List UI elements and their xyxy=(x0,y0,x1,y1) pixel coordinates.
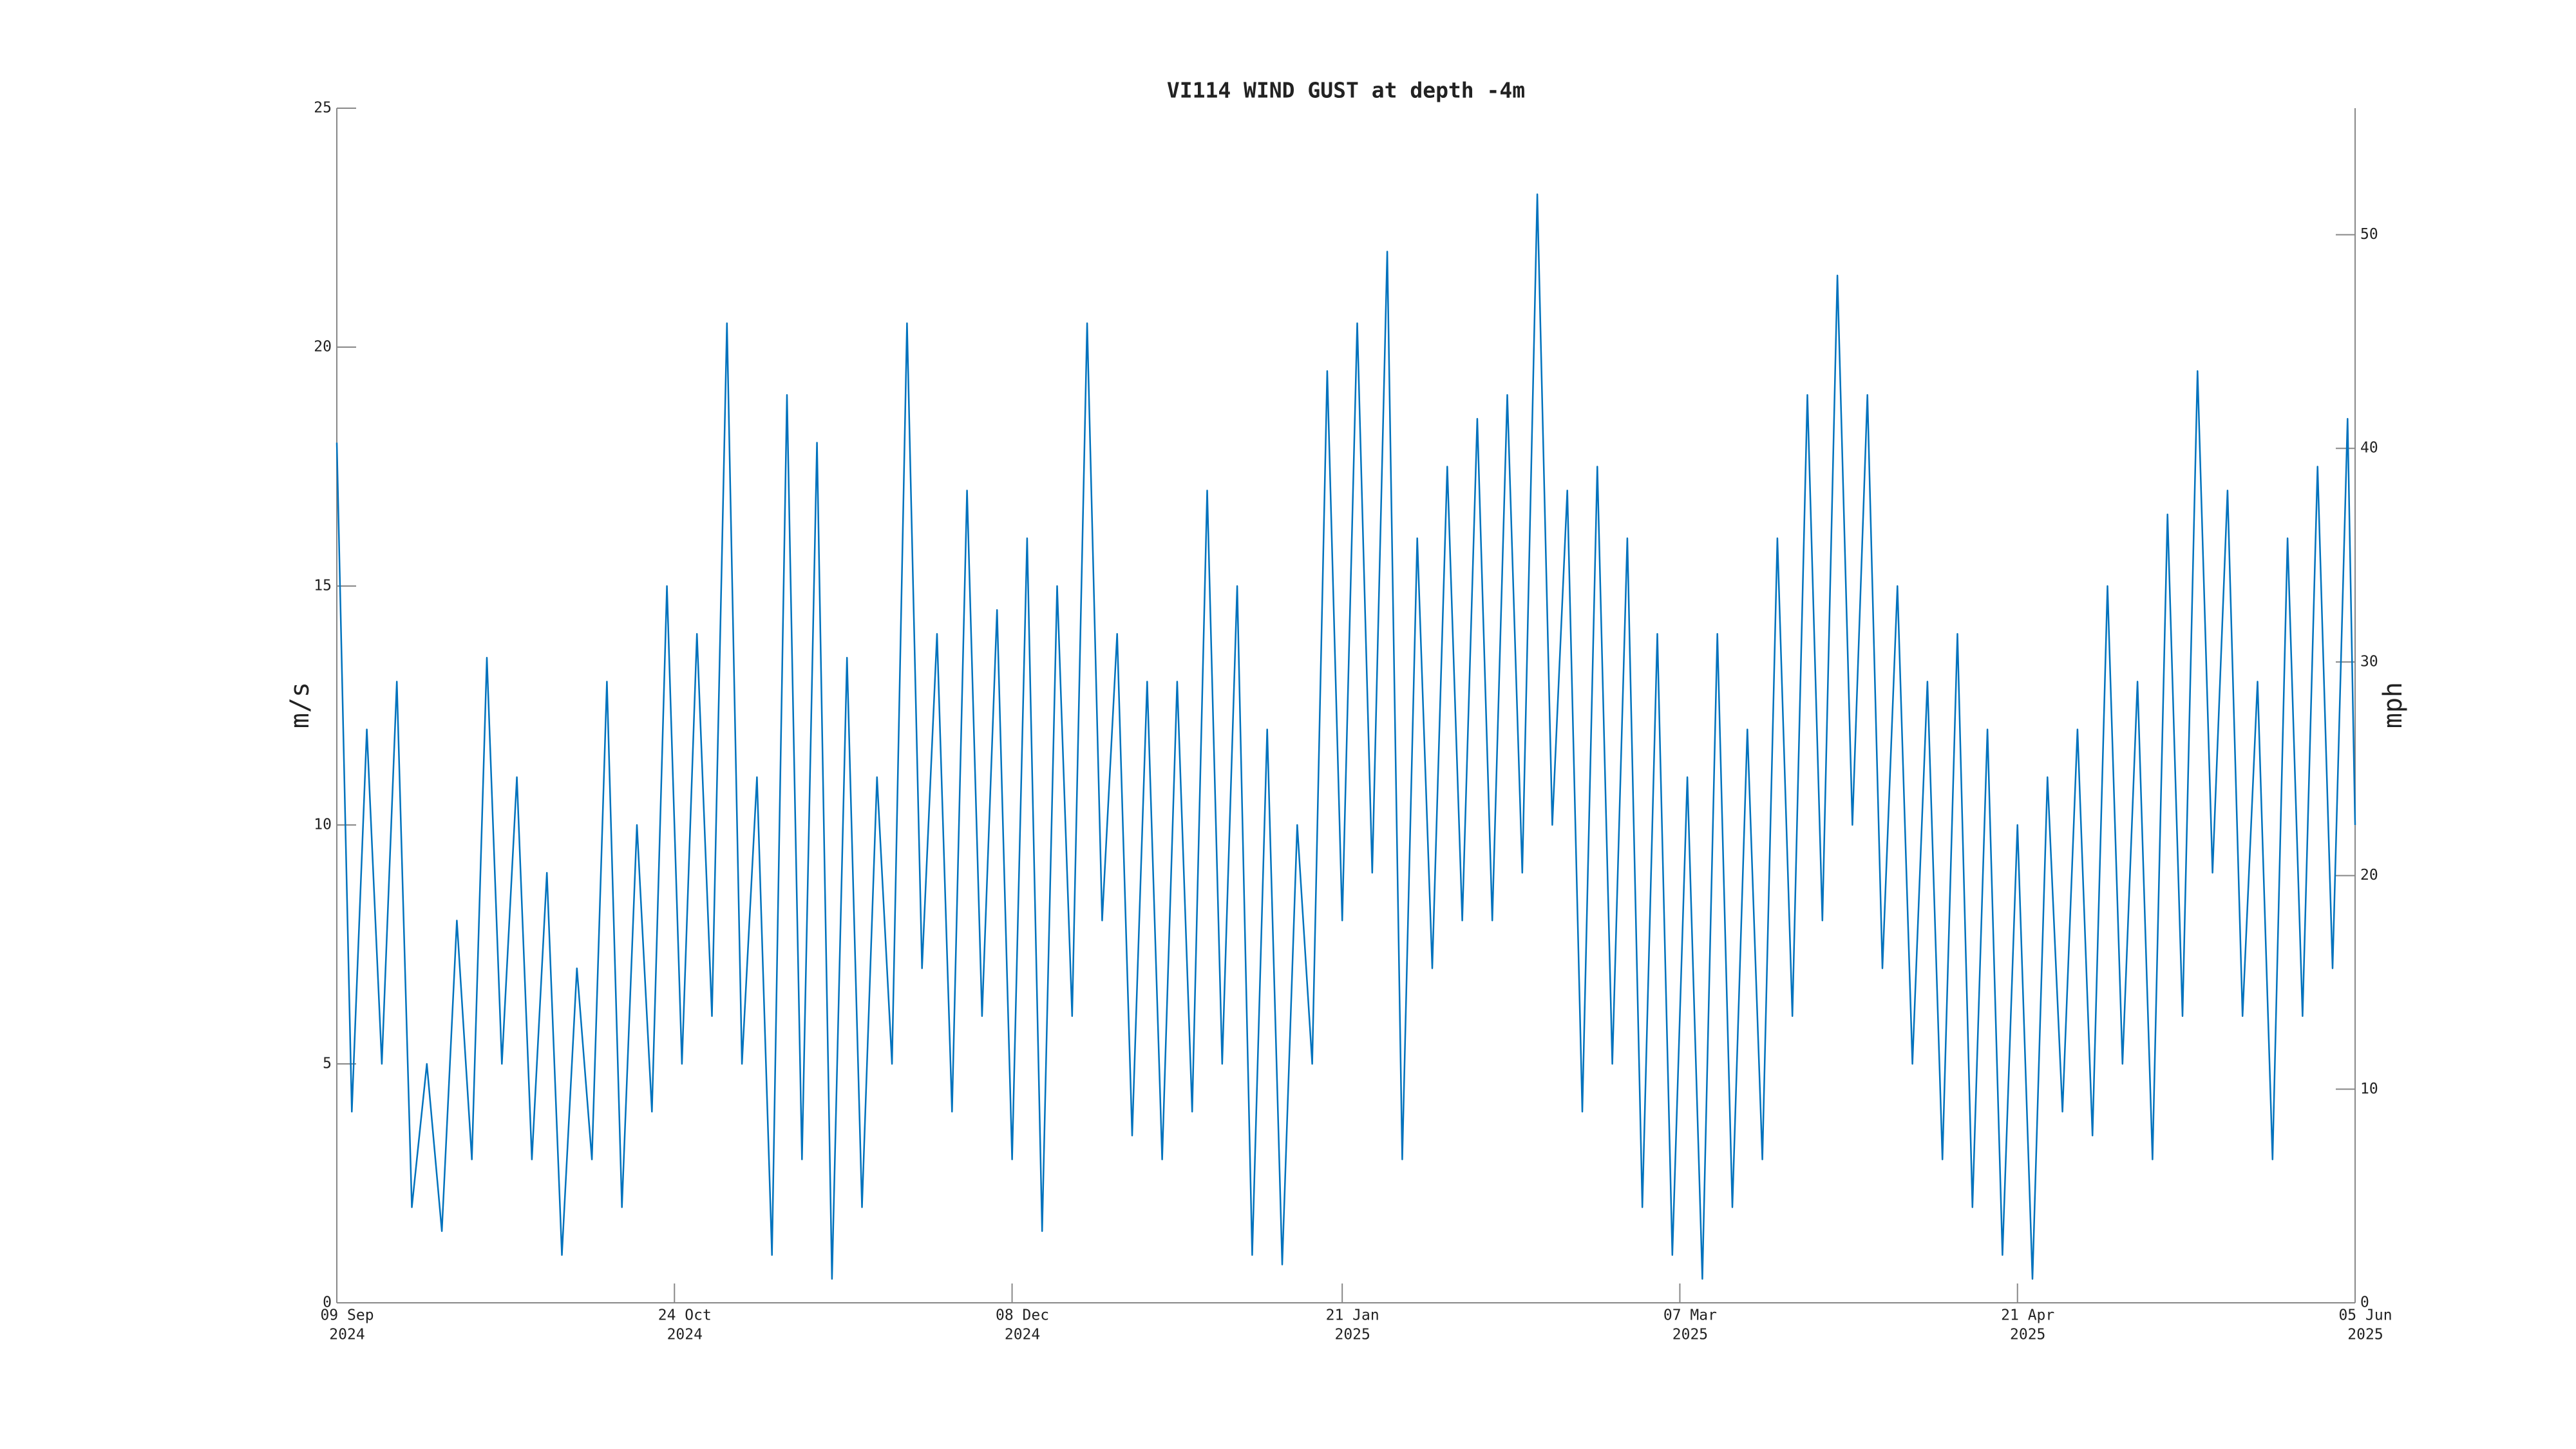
x-tick-label: 2025 xyxy=(2010,1327,2045,1343)
y2-tick-label: 0 xyxy=(2360,1294,2369,1311)
y-tick-label: 25 xyxy=(314,100,332,117)
x-tick-label: 08 Dec xyxy=(996,1307,1049,1324)
x-tick-label: 2024 xyxy=(329,1327,365,1343)
y2-tick-label: 20 xyxy=(2360,867,2378,884)
y-tick-label: 5 xyxy=(323,1056,332,1072)
y-axis-label: m/s xyxy=(285,682,315,728)
y-tick-label: 10 xyxy=(314,817,332,833)
x-tick-label: 21 Apr xyxy=(2001,1307,2054,1324)
y2-tick-label: 50 xyxy=(2360,226,2378,243)
x-tick-label: 07 Mar xyxy=(1663,1307,1717,1324)
y-tick-label: 15 xyxy=(314,578,332,594)
x-tick-label: 2025 xyxy=(1672,1327,1708,1343)
x-tick-label: 09 Sep xyxy=(320,1307,374,1324)
y2-tick-label: 40 xyxy=(2360,440,2378,457)
x-tick-label: 05 Jun xyxy=(2338,1307,2392,1324)
x-tick-label: 2024 xyxy=(1005,1327,1040,1343)
chart-title: VI114 WIND GUST at depth -4m xyxy=(1167,78,1525,103)
y-tick-label: 0 xyxy=(323,1294,332,1311)
data-line xyxy=(336,193,2356,1280)
y-tick-label: 20 xyxy=(314,339,332,355)
y2-tick-label: 10 xyxy=(2360,1081,2378,1097)
x-tick-label: 24 Oct xyxy=(658,1307,712,1324)
y2-tick-label: 30 xyxy=(2360,653,2378,670)
x-tick-label: 2024 xyxy=(667,1327,703,1343)
y2-axis-label: mph xyxy=(2378,682,2408,728)
x-tick-label: 21 Jan xyxy=(1326,1307,1379,1324)
x-tick-label: 2025 xyxy=(2347,1327,2383,1343)
x-tick-label: 2025 xyxy=(1334,1327,1370,1343)
